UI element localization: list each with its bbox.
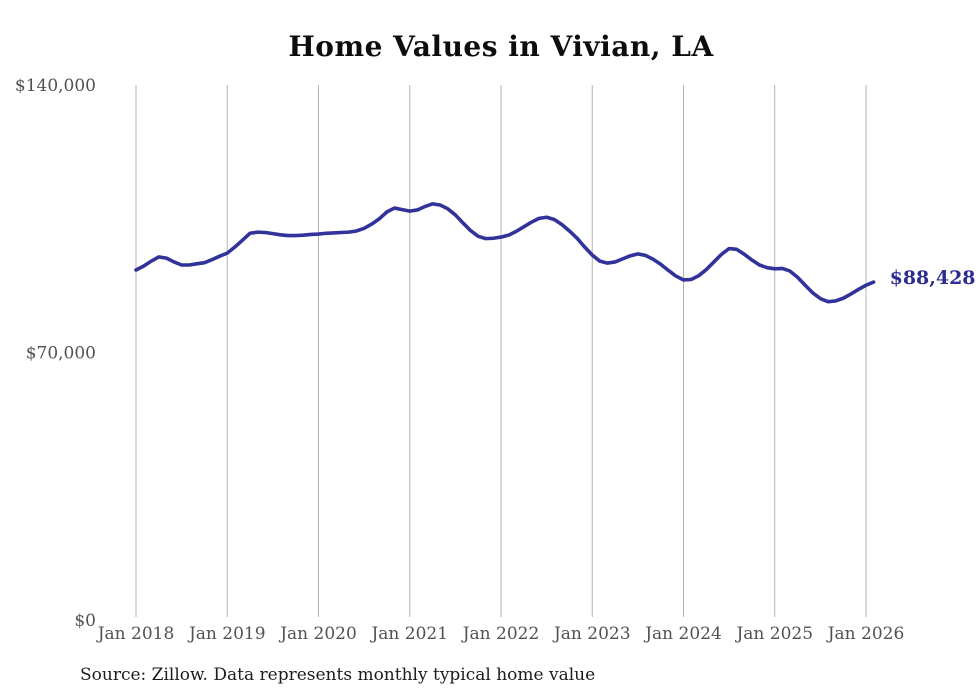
x-tick-label: Jan 2021 [369,624,448,644]
y-tick-label: $0 [74,611,96,631]
gridlines [135,85,867,617]
x-axis-labels: Jan 2018 Jan 2019 Jan 2020 Jan 2021 Jan 2022… [96,624,905,644]
x-tick-label: Jan 2020 [278,624,357,644]
chart-title: Home Values in Vivian, LA [288,30,714,63]
x-tick-label: Jan 2023 [552,624,631,644]
y-axis-labels: $0 $70,000 $140,000 [15,76,96,631]
home-value-line [134,202,876,304]
y-tick-label: $140,000 [15,76,96,96]
x-tick-label: Jan 2019 [187,624,266,644]
x-tick-label: Jan 2026 [826,624,905,644]
x-tick-label: Jan 2025 [734,624,813,644]
source-note: Source: Zillow. Data represents monthly … [80,665,596,685]
y-tick-label: $70,000 [26,344,96,364]
last-value-label: $88,428 [890,267,976,289]
x-tick-label: Jan 2024 [643,624,722,644]
x-tick-label: Jan 2018 [96,624,175,644]
x-tick-label: Jan 2022 [461,624,540,644]
